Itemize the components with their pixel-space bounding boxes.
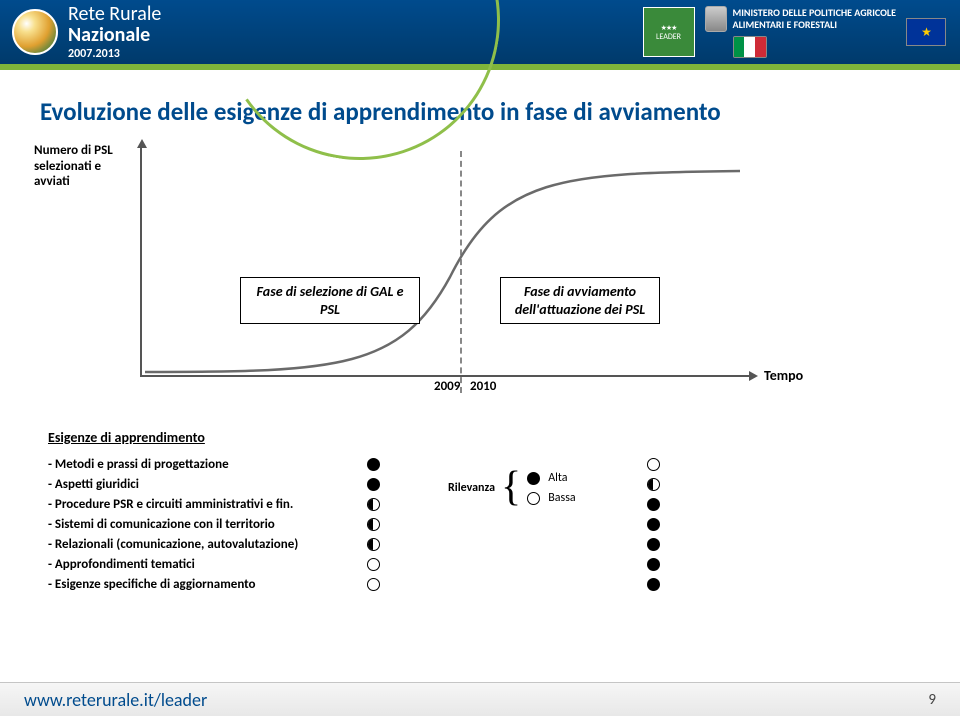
legend-high: Alta [548, 471, 567, 485]
footer: www.reterurale.it/leader 9 [0, 672, 960, 716]
dot-right [638, 518, 668, 531]
relevance-dot-icon [647, 458, 660, 471]
leader-label: LEADER [656, 32, 681, 42]
list-row: - Relazionali (comunicazione, autovaluta… [48, 534, 918, 554]
s-curve [140, 147, 750, 377]
legend-dot-high-icon [527, 472, 540, 485]
emblem-icon [705, 6, 727, 32]
brand-logo-icon [12, 9, 58, 55]
list-row-label: - Relazionali (comunicazione, autovaluta… [48, 537, 358, 552]
dot-right [638, 458, 668, 471]
relevance-dot-icon [647, 478, 660, 491]
eu-flag-icon: ★ [906, 18, 946, 46]
legend-dot-low-icon [527, 492, 540, 505]
relevance-dot-icon [647, 538, 660, 551]
brand-line2: Nazionale [68, 25, 161, 46]
dot-left [358, 558, 388, 571]
dot-right [638, 578, 668, 591]
relevance-dot-icon [367, 578, 380, 591]
list-row: - Esigenze specifiche di aggiornamento [48, 574, 918, 594]
needs-list: Esigenze di apprendimento - Metodi e pra… [48, 429, 918, 594]
legend-low: Bassa [548, 491, 575, 505]
phase-left-box: Fase di selezione di GAL e PSL [240, 277, 420, 324]
legend: Rilevanza { Alta Bassa [448, 471, 576, 505]
footer-link: www.reterurale.it/leader [24, 689, 207, 711]
x-tick-2010: 2010 [470, 379, 496, 394]
brand-text: Rete Rurale Nazionale 2007.2013 [68, 4, 161, 61]
page-number: 9 [928, 691, 936, 709]
dot-left [358, 498, 388, 511]
relevance-dot-icon [367, 478, 380, 491]
list-row-label: - Procedure PSR e circuiti amministrativ… [48, 497, 358, 512]
y-axis-label: Numero di PSL selezionati e avviati [34, 143, 134, 190]
chart-area: Numero di PSL selezionati e avviati Fase… [130, 147, 850, 427]
header-right: ★★★ LEADER MINISTERO DELLE POLITICHE AGR… [643, 0, 960, 64]
list-row-label: - Sistemi di comunicazione con il territ… [48, 517, 358, 532]
brace-icon: { [501, 475, 521, 500]
relevance-dot-icon [647, 498, 660, 511]
dot-right [638, 538, 668, 551]
dot-left [358, 458, 388, 471]
relevance-dot-icon [367, 538, 380, 551]
relevance-dot-icon [367, 558, 380, 571]
dot-left [358, 518, 388, 531]
relevance-dot-icon [367, 458, 380, 471]
italy-flag-icon [733, 36, 767, 58]
ministry-line2: ALIMENTARI E FORESTALI [733, 19, 896, 31]
header-bar: Rete Rurale Nazionale 2007.2013 ★★★ LEAD… [0, 0, 960, 64]
dot-right [638, 558, 668, 571]
ministry-block: MINISTERO DELLE POLITICHE AGRICOLE ALIME… [705, 6, 896, 58]
x-axis-label: Tempo [764, 367, 803, 384]
relevance-dot-icon [367, 498, 380, 511]
list-row-label: - Metodi e prassi di progettazione [48, 457, 358, 472]
legend-label: Rilevanza [448, 481, 495, 495]
list-title: Esigenze di apprendimento [48, 429, 918, 446]
brand-line1: Rete Rurale [68, 4, 161, 25]
relevance-dot-icon [647, 558, 660, 571]
dot-right [638, 498, 668, 511]
list-row: - Sistemi di comunicazione con il territ… [48, 514, 918, 534]
list-row-label: - Esigenze specifiche di aggiornamento [48, 577, 358, 592]
dot-left [358, 578, 388, 591]
dot-right [638, 478, 668, 491]
relevance-dot-icon [367, 518, 380, 531]
brand-years: 2007.2013 [68, 48, 161, 61]
dot-left [358, 538, 388, 551]
list-row: - Approfondimenti tematici [48, 554, 918, 574]
brand-block: Rete Rurale Nazionale 2007.2013 [0, 4, 161, 61]
x-tick-2009: 2009 [434, 379, 460, 394]
dot-left [358, 478, 388, 491]
phase-right-box: Fase di avviamento dell'attuazione dei P… [500, 277, 660, 324]
leader-badge-icon: ★★★ LEADER [643, 7, 695, 57]
relevance-dot-icon [647, 518, 660, 531]
list-row-label: - Approfondimenti tematici [48, 557, 358, 572]
list-row-label: - Aspetti giuridici [48, 477, 358, 492]
relevance-dot-icon [647, 578, 660, 591]
